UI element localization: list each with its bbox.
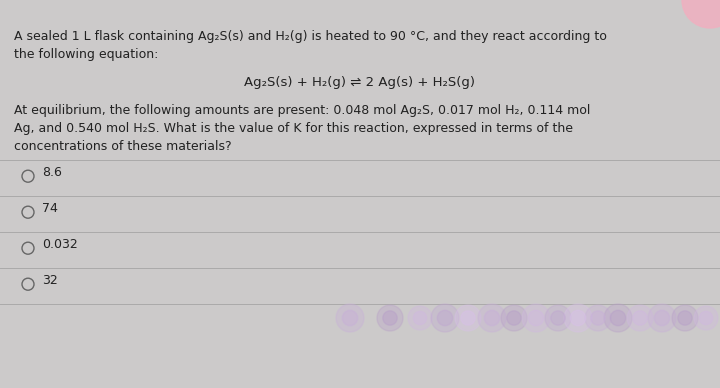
Circle shape xyxy=(408,306,432,330)
Circle shape xyxy=(431,304,459,332)
Circle shape xyxy=(342,310,358,326)
Circle shape xyxy=(528,310,544,326)
Circle shape xyxy=(507,311,521,325)
Circle shape xyxy=(336,304,364,332)
Circle shape xyxy=(627,305,653,331)
Circle shape xyxy=(648,304,676,332)
Text: A sealed 1 L flask containing Ag₂S(s) and H₂(g) is heated to 90 °C, and they rea: A sealed 1 L flask containing Ag₂S(s) an… xyxy=(14,30,607,43)
Circle shape xyxy=(522,304,550,332)
Circle shape xyxy=(604,304,632,332)
Circle shape xyxy=(694,306,718,330)
Circle shape xyxy=(478,304,506,332)
Circle shape xyxy=(545,305,571,331)
Circle shape xyxy=(485,310,500,326)
Circle shape xyxy=(654,310,670,326)
Circle shape xyxy=(591,311,605,325)
Text: the following equation:: the following equation: xyxy=(14,48,158,61)
Circle shape xyxy=(551,311,565,325)
Circle shape xyxy=(564,304,592,332)
Text: Ag, and 0.540 mol H₂S. What is the value of K for this reaction, expressed in te: Ag, and 0.540 mol H₂S. What is the value… xyxy=(14,122,573,135)
Circle shape xyxy=(461,311,475,325)
Circle shape xyxy=(377,305,403,331)
Text: 0.032: 0.032 xyxy=(42,238,78,251)
Circle shape xyxy=(672,305,698,331)
Circle shape xyxy=(413,312,426,325)
Circle shape xyxy=(699,312,713,325)
Circle shape xyxy=(455,305,481,331)
Text: 32: 32 xyxy=(42,274,58,287)
Text: Ag₂S(s) + H₂(g) ⇌ 2 Ag(s) + H₂S(g): Ag₂S(s) + H₂(g) ⇌ 2 Ag(s) + H₂S(g) xyxy=(245,76,475,89)
Circle shape xyxy=(611,310,626,326)
Circle shape xyxy=(585,305,611,331)
Text: 74: 74 xyxy=(42,202,58,215)
Circle shape xyxy=(633,311,647,325)
Circle shape xyxy=(383,311,397,325)
Circle shape xyxy=(501,305,527,331)
Text: 8.6: 8.6 xyxy=(42,166,62,179)
Text: At equilibrium, the following amounts are present: 0.048 mol Ag₂S, 0.017 mol H₂,: At equilibrium, the following amounts ar… xyxy=(14,104,590,117)
Circle shape xyxy=(678,311,692,325)
Circle shape xyxy=(437,310,453,326)
Text: concentrations of these materials?: concentrations of these materials? xyxy=(14,140,232,153)
Circle shape xyxy=(570,310,585,326)
Circle shape xyxy=(682,0,720,28)
